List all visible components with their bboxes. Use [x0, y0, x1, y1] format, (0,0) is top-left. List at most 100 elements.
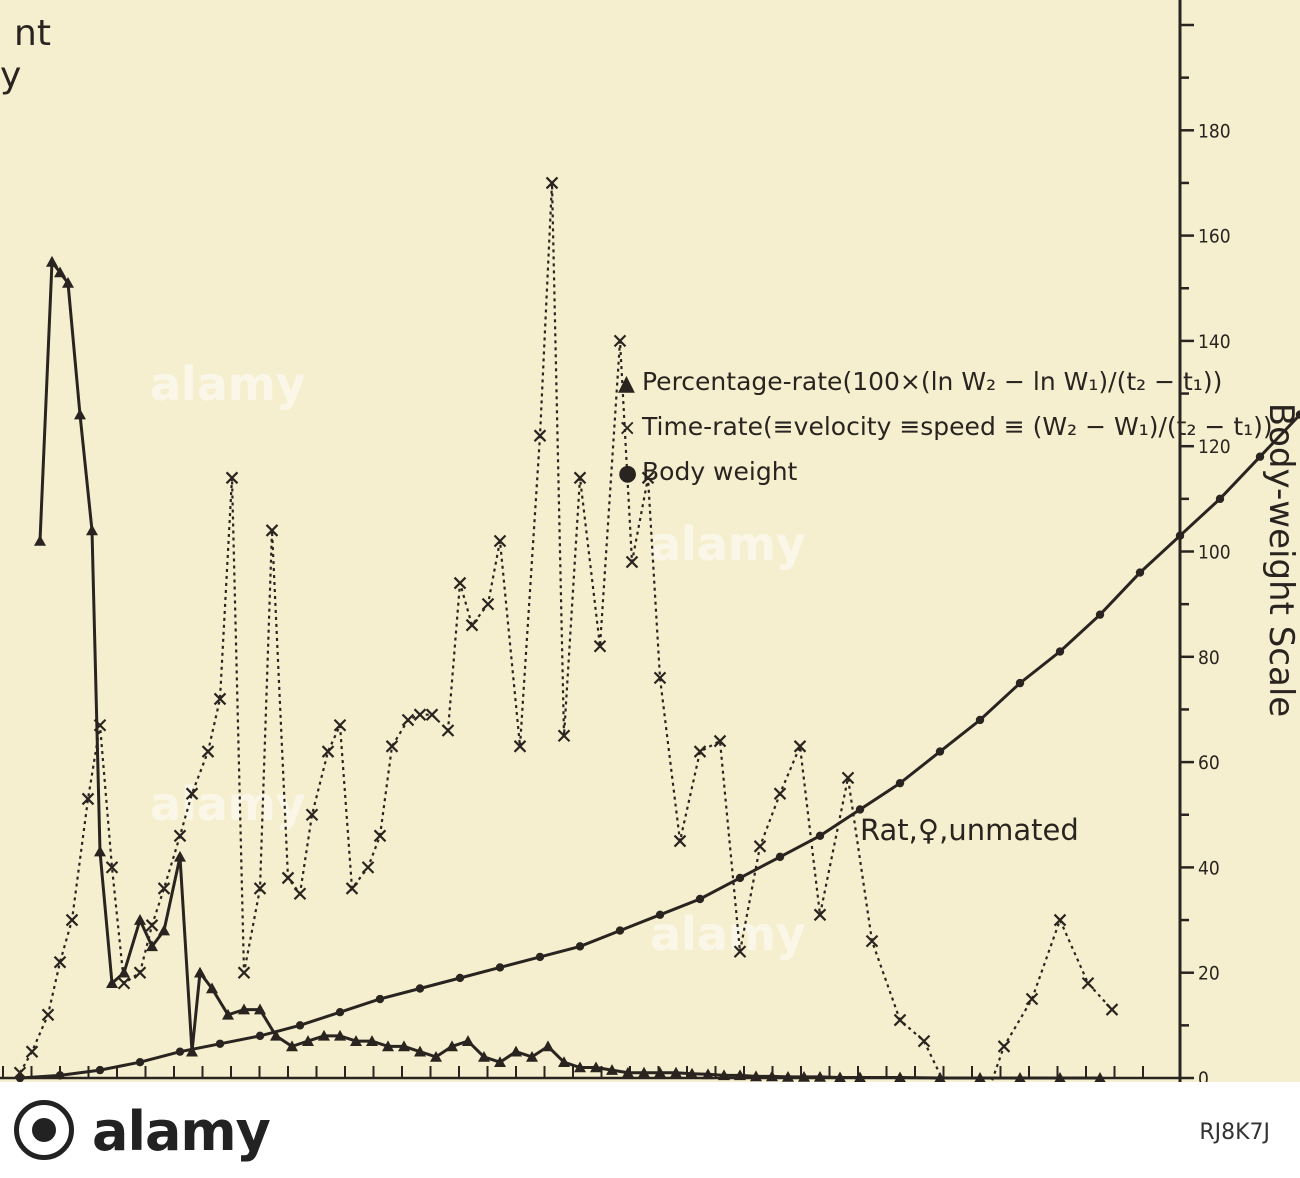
point-body-weight [1095, 610, 1105, 619]
point-percentage-rate [934, 1072, 946, 1082]
annotation: Rat,♀,unmated [860, 813, 1079, 847]
point-body-weight [1295, 410, 1300, 419]
point-percentage-rate [430, 1050, 442, 1062]
point-time-rate [593, 639, 607, 653]
point-percentage-rate [270, 1029, 282, 1041]
point-time-rate [117, 976, 131, 990]
point-percentage-rate [854, 1071, 866, 1082]
brand-name: alamy [92, 1100, 271, 1163]
point-time-rate [453, 576, 467, 590]
point-body-weight [1015, 678, 1025, 688]
point-percentage-rate [194, 966, 206, 978]
point-percentage-rate [238, 1003, 250, 1015]
tick-label: 140 [1198, 331, 1231, 353]
point-time-rate [41, 1008, 55, 1022]
point-percentage-rate [74, 408, 86, 420]
point-time-rate [1053, 913, 1067, 927]
point-percentage-rate [186, 1045, 198, 1057]
point-percentage-rate [350, 1035, 362, 1046]
point-time-rate [293, 887, 307, 901]
point-body-weight [455, 973, 465, 983]
stock-id: RJ8K7J [1199, 1120, 1270, 1145]
point-time-rate [545, 176, 559, 190]
watermark-text: alamy [150, 357, 306, 411]
point-time-rate [13, 1066, 27, 1080]
point-percentage-rate [654, 1066, 666, 1078]
point-body-weight [855, 805, 865, 814]
point-percentage-rate [254, 1003, 266, 1015]
series-layer [13, 176, 1300, 1082]
series-body-weight [15, 410, 1300, 1082]
point-time-rate [441, 724, 455, 737]
point-time-rate [773, 787, 787, 800]
point-time-rate [533, 429, 547, 442]
point-time-rate [573, 471, 587, 485]
point-percentage-rate [302, 1035, 314, 1046]
point-percentage-rate [510, 1045, 522, 1057]
point-percentage-rate [766, 1070, 778, 1082]
point-time-rate [481, 597, 495, 611]
tick-label: 0 [1198, 1068, 1209, 1082]
point-body-weight [1135, 568, 1145, 577]
tick-label: 160 [1198, 226, 1231, 248]
point-body-weight [535, 952, 545, 962]
partial-label: y [0, 55, 21, 96]
point-percentage-rate [86, 524, 98, 536]
point-time-rate [513, 740, 527, 753]
point-percentage-rate [638, 1066, 650, 1078]
point-time-rate [105, 861, 119, 874]
legend-marker: ▲ [618, 371, 635, 396]
point-time-rate [53, 955, 67, 969]
point-time-rate [917, 1034, 931, 1048]
point-time-rate [753, 840, 767, 853]
point-body-weight [335, 1007, 345, 1017]
point-percentage-rate [106, 977, 118, 989]
point-time-rate [1081, 976, 1095, 990]
point-body-weight [695, 894, 705, 904]
point-body-weight [495, 963, 505, 972]
point-percentage-rate [382, 1040, 394, 1052]
point-body-weight [575, 942, 585, 951]
point-percentage-rate [134, 914, 146, 925]
point-percentage-rate [334, 1029, 346, 1041]
point-percentage-rate [414, 1045, 426, 1057]
point-time-rate [1105, 1003, 1119, 1016]
point-body-weight [735, 873, 745, 883]
point-time-rate [281, 871, 295, 885]
point-time-rate [253, 882, 267, 895]
point-time-rate [157, 882, 171, 895]
point-body-weight [775, 852, 785, 862]
tick-label: 40 [1198, 857, 1220, 879]
point-body-weight [615, 926, 625, 935]
legend: ▲ Percentage-rate(100×(ln W₂ − ln W₁)/(t₂… [618, 367, 1273, 847]
point-time-rate [133, 966, 147, 979]
point-percentage-rate [1054, 1072, 1066, 1082]
point-percentage-rate [702, 1068, 714, 1080]
point-percentage-rate [46, 255, 58, 267]
point-time-rate [401, 713, 415, 727]
point-percentage-rate [834, 1071, 846, 1082]
point-body-weight [655, 910, 665, 919]
point-percentage-rate [750, 1070, 762, 1082]
point-body-weight [1255, 452, 1265, 461]
point-time-rate [373, 829, 387, 843]
point-time-rate [361, 861, 375, 874]
point-percentage-rate [366, 1035, 378, 1046]
growth-chart: alamy alamy alamy alamy 0 20 40 60 80 100 120 140 1… [0, 0, 1300, 1082]
point-percentage-rate [590, 1061, 602, 1073]
point-time-rate [1025, 992, 1039, 1006]
point-time-rate [693, 745, 707, 758]
point-time-rate [557, 729, 571, 743]
point-percentage-rate [686, 1067, 698, 1079]
series-time-rate [13, 176, 1119, 1082]
point-time-rate [493, 534, 507, 548]
point-percentage-rate [734, 1069, 746, 1081]
point-body-weight [935, 747, 945, 756]
point-percentage-rate [622, 1066, 634, 1078]
point-time-rate [185, 787, 199, 800]
point-body-weight [415, 984, 425, 993]
point-time-rate [793, 740, 807, 753]
partial-label: nt [14, 13, 51, 54]
watermark-text: alamy [150, 777, 306, 831]
